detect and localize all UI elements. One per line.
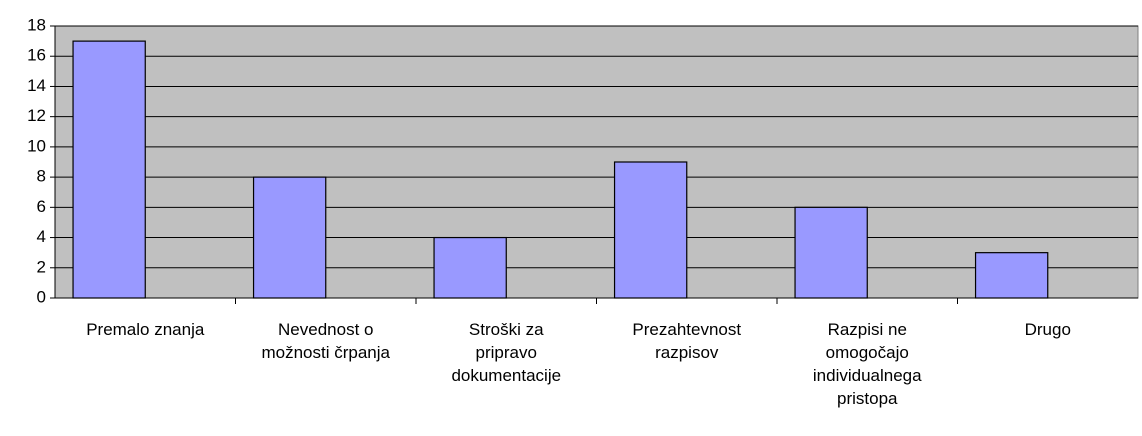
plot-area xyxy=(54,25,1139,299)
x-tick-label: Stroški za pripravo dokumentacije xyxy=(451,320,562,385)
y-tick-label: 12 xyxy=(27,106,46,125)
bar xyxy=(252,176,327,299)
x-tick-label: Premalo znanja xyxy=(86,320,205,339)
x-tick-label: Drugo xyxy=(1024,320,1071,339)
bar xyxy=(613,161,688,299)
y-tick-label: 16 xyxy=(27,46,46,65)
y-tick-label: 8 xyxy=(37,167,46,186)
x-tick-label: Razpisi ne omogočajo individualnega pris… xyxy=(812,320,922,408)
bar xyxy=(433,236,507,299)
x-tick-label: Prezahtevnost razpisov xyxy=(632,320,742,362)
y-tick-label: 14 xyxy=(27,76,46,95)
bar xyxy=(794,206,868,299)
bar xyxy=(974,252,1049,299)
bar xyxy=(72,40,146,299)
y-tick-label: 4 xyxy=(37,227,46,246)
y-tick-label: 2 xyxy=(37,257,46,276)
y-tick-label: 18 xyxy=(27,15,46,34)
x-tick-label: Nevednost o možnosti črpanja xyxy=(261,320,390,362)
y-tick-label: 0 xyxy=(37,287,46,306)
y-tick-label: 10 xyxy=(27,136,46,155)
y-tick-label: 6 xyxy=(37,197,46,216)
